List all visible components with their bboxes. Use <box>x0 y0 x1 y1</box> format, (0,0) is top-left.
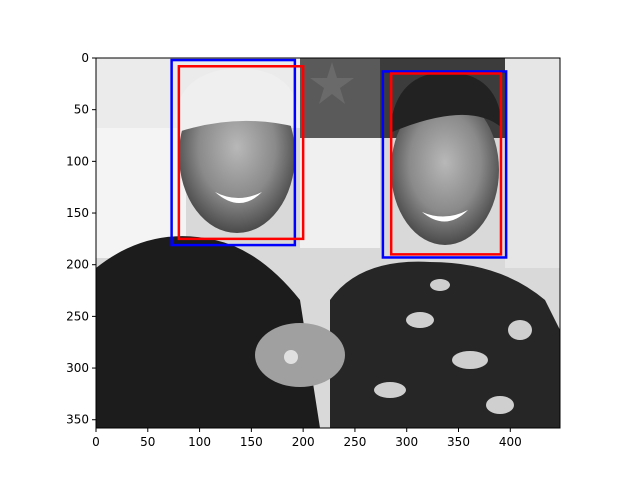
x-tick-label: 100 <box>188 435 211 449</box>
x-tick-label: 50 <box>140 435 155 449</box>
x-tick-label: 300 <box>395 435 418 449</box>
detection-boxes <box>170 58 508 259</box>
photo-image <box>96 58 560 428</box>
y-axis: 0 50 100 150 200 250 300 350 <box>66 51 96 427</box>
y-tick-label: 200 <box>66 258 89 272</box>
x-tick-label: 400 <box>499 435 522 449</box>
bounding-box-4 <box>389 72 503 256</box>
y-tick-label: 250 <box>66 309 89 323</box>
x-axis: 0 50 100 150 200 250 300 350 400 <box>92 428 522 449</box>
y-tick-label: 100 <box>66 154 89 168</box>
y-tick-label: 300 <box>66 361 89 375</box>
bounding-box-2 <box>177 65 305 241</box>
y-tick-label: 50 <box>74 103 89 117</box>
bounding-box-3 <box>381 70 508 259</box>
axes-frame <box>95 57 561 429</box>
y-tick-label: 350 <box>66 413 89 427</box>
x-tick-label: 250 <box>343 435 366 449</box>
y-tick-label: 150 <box>66 206 89 220</box>
x-tick-label: 0 <box>92 435 100 449</box>
x-tick-label: 350 <box>447 435 470 449</box>
bounding-box-1 <box>170 58 297 247</box>
x-tick-label: 200 <box>292 435 315 449</box>
x-tick-label: 150 <box>240 435 263 449</box>
y-tick-label: 0 <box>81 51 89 65</box>
